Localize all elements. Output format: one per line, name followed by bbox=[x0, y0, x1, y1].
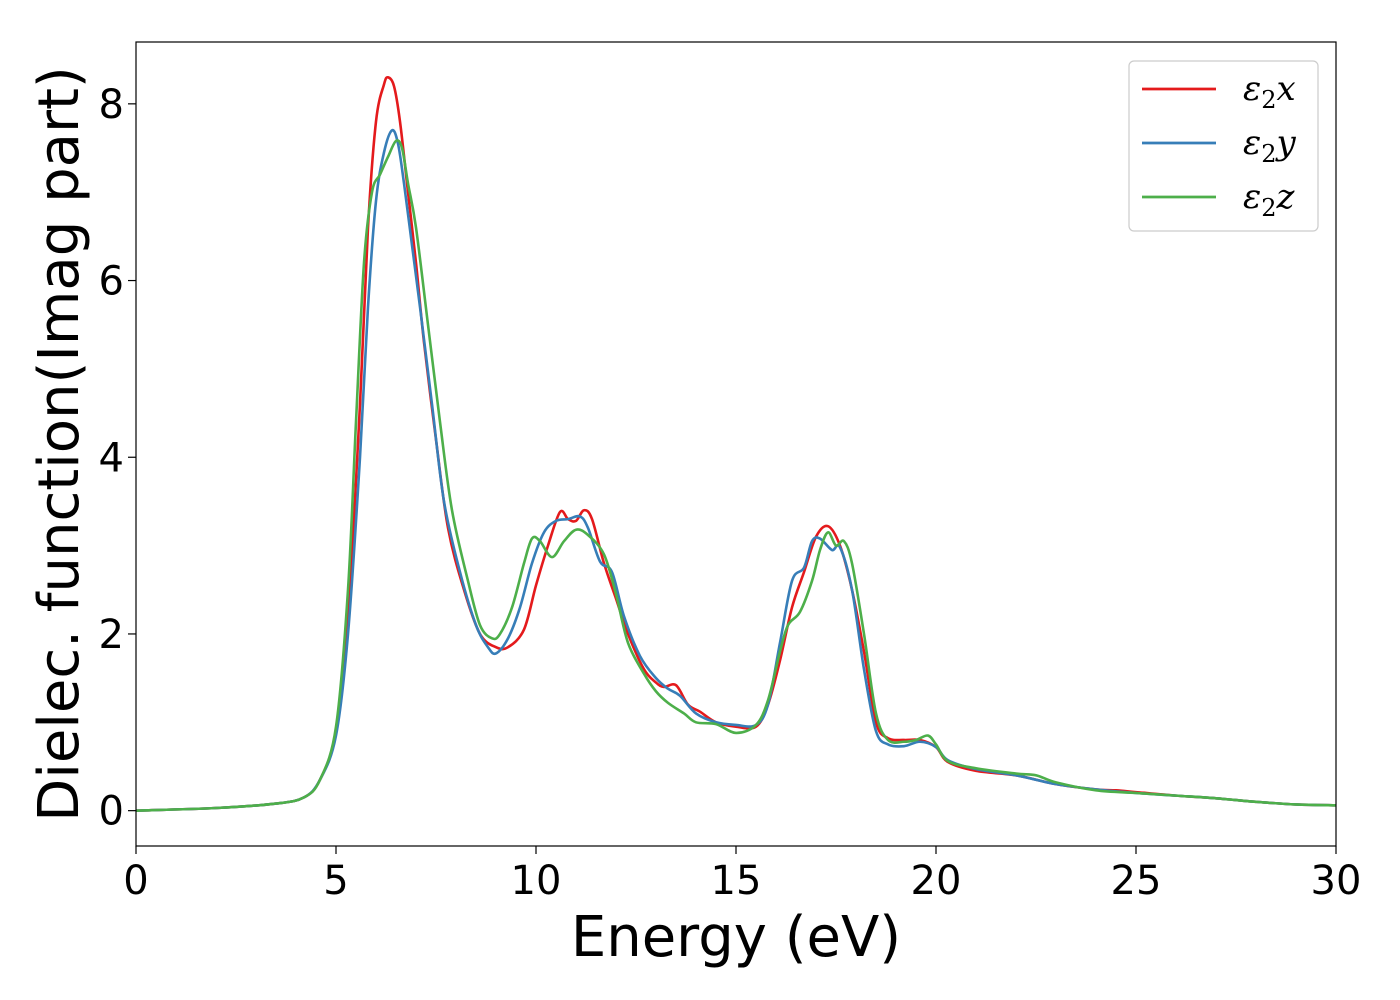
x-tick-label: 15 bbox=[711, 858, 762, 904]
legend-label-x: ε2x bbox=[1243, 69, 1296, 114]
legend: ε2x ε2y ε2z bbox=[1128, 60, 1319, 232]
y-tick-label: 6 bbox=[99, 259, 124, 305]
x-tick-label: 20 bbox=[911, 858, 962, 904]
legend-label-y: ε2y bbox=[1243, 123, 1297, 168]
x-tick-label: 10 bbox=[511, 858, 562, 904]
x-tick-label: 25 bbox=[1111, 858, 1162, 904]
plot-area bbox=[136, 75, 1336, 812]
legend-label-z: ε2z bbox=[1243, 177, 1296, 222]
y-tick-label: 2 bbox=[99, 612, 124, 658]
y-tick-label: 0 bbox=[99, 789, 124, 835]
x-tick-label: 30 bbox=[1311, 858, 1362, 904]
y-tick-label: 8 bbox=[99, 82, 124, 128]
x-tick-label: 0 bbox=[123, 858, 148, 904]
series-line-z bbox=[136, 139, 1336, 812]
x-axis-ticks: 0 5 10 15 20 25 30 bbox=[123, 846, 1361, 904]
series-line-y bbox=[136, 128, 1336, 812]
x-tick-label: 5 bbox=[323, 858, 348, 904]
legend-box bbox=[1128, 60, 1319, 232]
plot-frame bbox=[135, 41, 1337, 847]
y-axis-ticks: 0 2 4 6 8 bbox=[99, 82, 136, 835]
y-tick-label: 4 bbox=[99, 435, 124, 481]
y-axis-label: Dielec. function(Imag part) bbox=[27, 66, 92, 822]
x-axis-label: Energy (eV) bbox=[571, 905, 901, 970]
